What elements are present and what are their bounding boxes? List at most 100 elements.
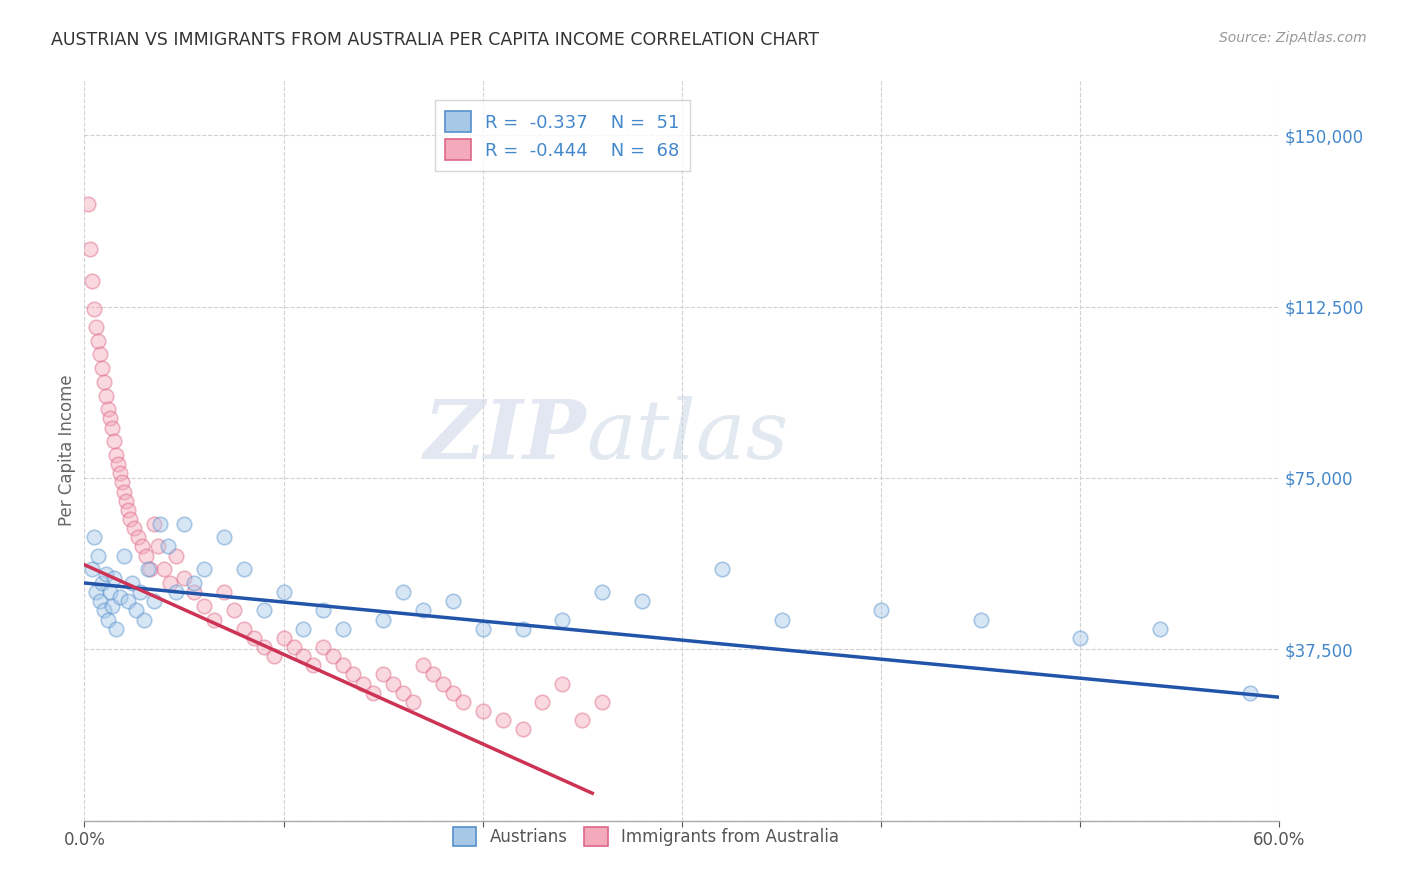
Point xyxy=(115,493,138,508)
Point xyxy=(97,402,120,417)
Point xyxy=(93,603,115,617)
Point xyxy=(183,576,205,591)
Point xyxy=(127,530,149,544)
Point xyxy=(292,622,315,636)
Point xyxy=(1239,686,1261,700)
Point xyxy=(212,585,235,599)
Point xyxy=(98,411,121,425)
Point xyxy=(97,613,120,627)
Point xyxy=(392,585,415,599)
Point xyxy=(135,549,157,563)
Point xyxy=(451,695,474,709)
Point xyxy=(232,622,254,636)
Point xyxy=(86,320,108,334)
Point xyxy=(103,571,125,585)
Point xyxy=(112,484,135,499)
Point xyxy=(302,658,325,673)
Point xyxy=(110,467,132,481)
Point xyxy=(87,334,110,348)
Point xyxy=(157,540,180,554)
Point xyxy=(143,516,166,531)
Point xyxy=(253,603,276,617)
Point xyxy=(183,585,205,599)
Y-axis label: Per Capita Income: Per Capita Income xyxy=(58,375,76,526)
Point xyxy=(242,631,264,645)
Point xyxy=(87,549,110,563)
Point xyxy=(83,530,105,544)
Point xyxy=(89,594,111,608)
Point xyxy=(512,622,534,636)
Point xyxy=(105,622,128,636)
Text: atlas: atlas xyxy=(586,396,789,475)
Point xyxy=(121,576,143,591)
Point xyxy=(770,613,793,627)
Text: ZIP: ZIP xyxy=(423,396,586,475)
Point xyxy=(202,613,225,627)
Point xyxy=(402,695,425,709)
Text: Source: ZipAtlas.com: Source: ZipAtlas.com xyxy=(1219,31,1367,45)
Point xyxy=(89,347,111,361)
Point xyxy=(143,594,166,608)
Point xyxy=(273,631,295,645)
Point xyxy=(82,274,104,288)
Point xyxy=(492,713,515,727)
Point xyxy=(146,540,169,554)
Point xyxy=(292,649,315,664)
Point xyxy=(107,457,129,471)
Point xyxy=(132,613,156,627)
Point xyxy=(232,562,254,576)
Point xyxy=(96,566,118,581)
Point xyxy=(193,562,215,576)
Point xyxy=(173,516,195,531)
Point xyxy=(103,434,125,449)
Point xyxy=(392,686,415,700)
Point xyxy=(153,562,176,576)
Point xyxy=(373,613,395,627)
Point xyxy=(101,420,124,434)
Point xyxy=(131,540,153,554)
Point xyxy=(165,549,187,563)
Point xyxy=(83,301,105,316)
Point xyxy=(551,676,574,690)
Point xyxy=(105,448,128,462)
Point xyxy=(342,667,364,681)
Point xyxy=(139,562,162,576)
Point xyxy=(283,640,305,654)
Point xyxy=(136,562,159,576)
Point xyxy=(82,562,104,576)
Point xyxy=(117,594,139,608)
Point xyxy=(332,658,354,673)
Point xyxy=(129,585,152,599)
Point xyxy=(412,603,434,617)
Point xyxy=(273,585,295,599)
Point xyxy=(591,695,613,709)
Legend: Austrians, Immigrants from Australia: Austrians, Immigrants from Australia xyxy=(446,821,846,853)
Point xyxy=(253,640,276,654)
Point xyxy=(551,613,574,627)
Point xyxy=(111,475,134,490)
Point xyxy=(382,676,405,690)
Point xyxy=(93,375,115,389)
Point xyxy=(117,503,139,517)
Point xyxy=(1149,622,1171,636)
Point xyxy=(222,603,245,617)
Point xyxy=(312,640,335,654)
Point xyxy=(77,196,100,211)
Point xyxy=(352,676,374,690)
Point xyxy=(79,243,101,257)
Point xyxy=(263,649,285,664)
Point xyxy=(441,594,464,608)
Point xyxy=(91,361,114,376)
Point xyxy=(91,576,114,591)
Point xyxy=(173,571,195,585)
Point xyxy=(86,585,108,599)
Point xyxy=(412,658,434,673)
Point xyxy=(159,576,181,591)
Point xyxy=(432,676,454,690)
Point xyxy=(531,695,554,709)
Point xyxy=(165,585,187,599)
Point xyxy=(471,622,494,636)
Point xyxy=(212,530,235,544)
Point xyxy=(441,686,464,700)
Point xyxy=(101,599,124,613)
